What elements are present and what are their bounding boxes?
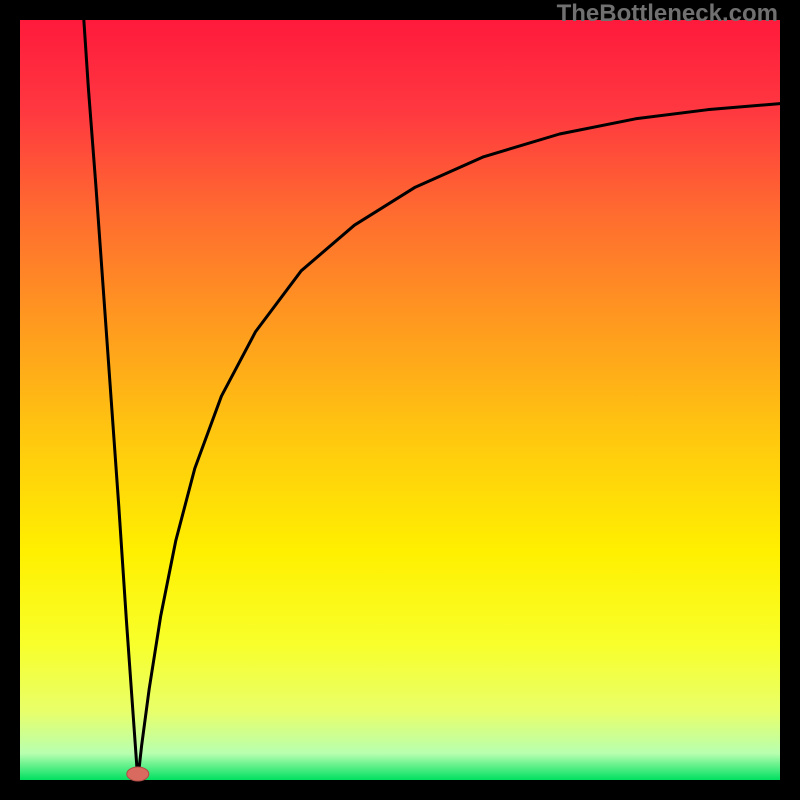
watermark-text: TheBottleneck.com — [557, 0, 778, 28]
bottleneck-chart-svg — [0, 0, 800, 800]
plot-area — [20, 20, 780, 780]
minimum-marker — [127, 767, 149, 781]
chart-container: TheBottleneck.com — [0, 0, 800, 800]
